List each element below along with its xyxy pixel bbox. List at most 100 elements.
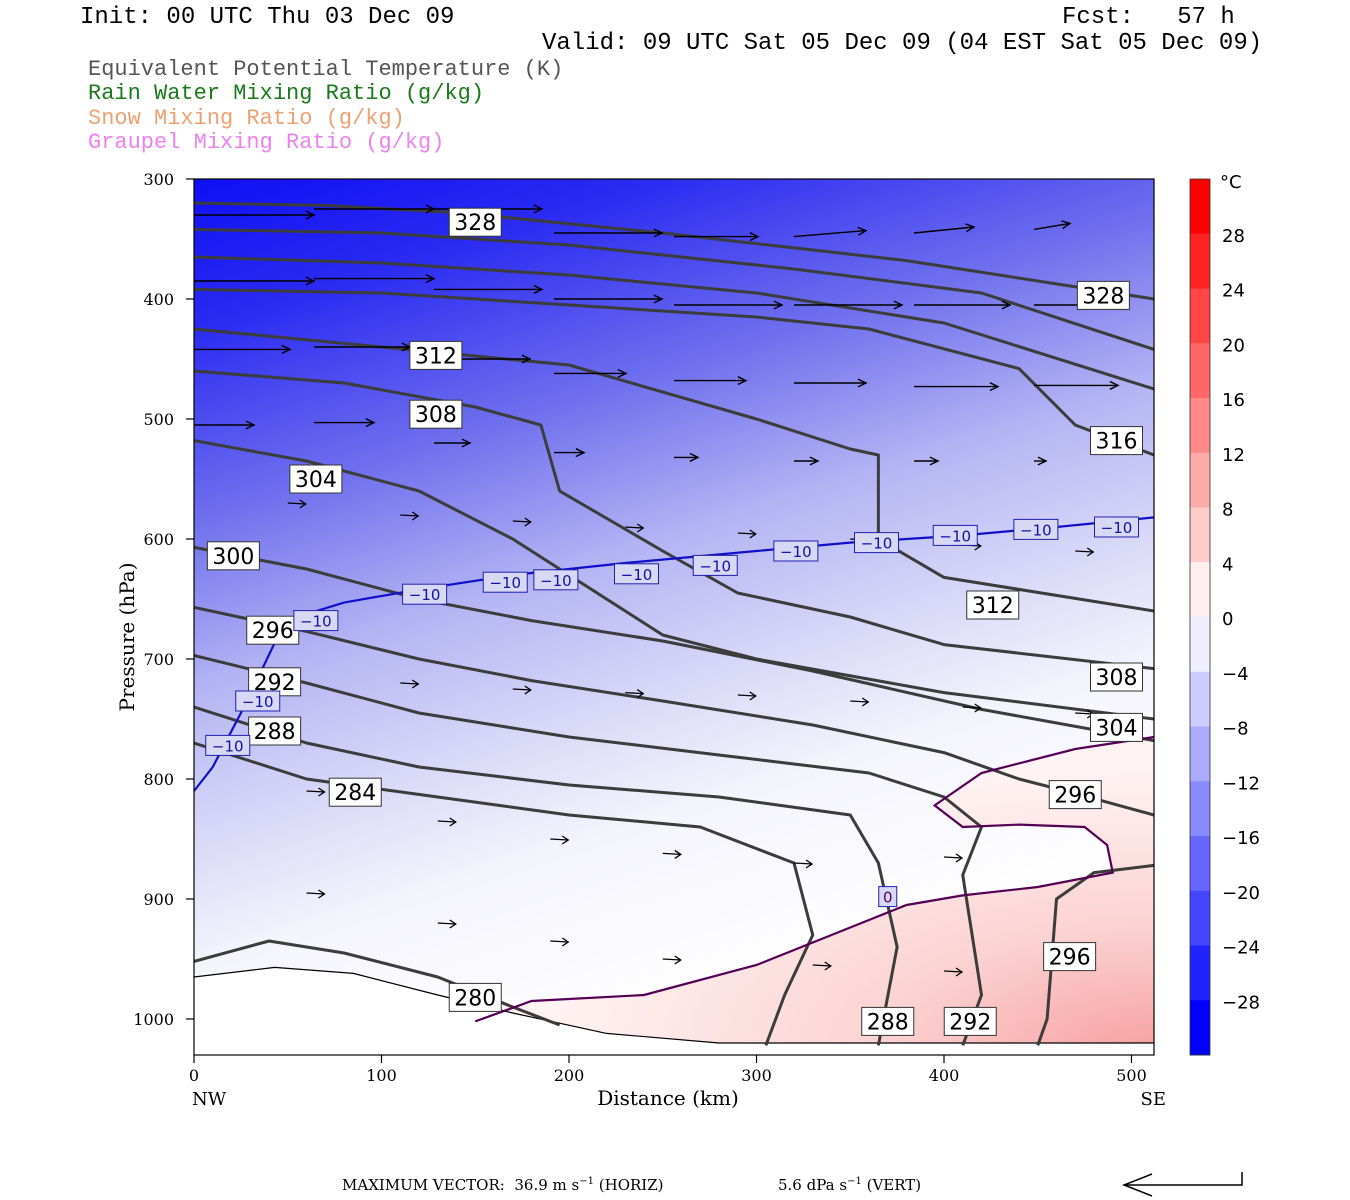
- isotherm-label: −10: [540, 572, 572, 590]
- x-tick-label: 100: [366, 1066, 397, 1085]
- contour-label-box: [409, 399, 463, 429]
- colorbar-label: 8: [1222, 500, 1233, 521]
- colorbar-segment: [1190, 1000, 1210, 1056]
- isotherm-label: −10: [780, 543, 812, 561]
- isotherm-label: 0: [883, 889, 893, 907]
- isotherm-label: −10: [300, 613, 332, 631]
- contour-label-box: [1090, 662, 1143, 692]
- isotherm-label-box: [205, 734, 251, 756]
- wind-vector: [812, 964, 831, 967]
- wind-vector-head: [411, 679, 420, 689]
- valid-time-label: Valid: 09 UTC Sat 05 Dec 09 (04 EST Sat …: [542, 30, 1263, 57]
- wind-vector-head: [561, 937, 570, 947]
- theta-e-contour: [194, 545, 1154, 743]
- wind-vector: [437, 820, 456, 823]
- wind-vector-head: [929, 456, 940, 466]
- colorbar-segment: [1190, 452, 1210, 508]
- y-axis-label: Pressure (hPa): [115, 563, 139, 712]
- wind-vector-head: [1061, 220, 1072, 230]
- isotherm-label: −10: [242, 693, 274, 711]
- field-legend-snow: Snow Mixing Ratio (g/kg): [88, 106, 405, 131]
- plot-frame: [193, 178, 1155, 1056]
- wind-vector: [512, 688, 531, 691]
- contour-label: 296: [252, 619, 294, 644]
- isotherm-0: [474, 735, 1154, 1023]
- contour-label: 284: [334, 781, 376, 806]
- wind-vector-head: [805, 859, 814, 869]
- wind-vector-head: [955, 967, 964, 977]
- theta-e-contour: [194, 287, 1154, 457]
- theta-e-contour: [194, 939, 561, 1027]
- wind-vector: [662, 958, 681, 961]
- wind-vector: [850, 700, 869, 703]
- colorbar-segment: [1190, 288, 1210, 344]
- wind-vector: [400, 514, 419, 517]
- x-tick-label: 500: [1116, 1066, 1147, 1085]
- contour-label-box: [409, 340, 463, 370]
- contour-label: 300: [212, 545, 254, 570]
- x-tick-label: 0: [189, 1066, 199, 1085]
- colorbar-label: −16: [1222, 828, 1260, 849]
- wind-vector-head: [561, 835, 570, 845]
- contour-label-box: [1043, 942, 1097, 972]
- contour-label-box: [943, 1006, 997, 1036]
- colorbar-label: −28: [1222, 992, 1260, 1013]
- colorbar-frame: [1189, 178, 1211, 1056]
- wind-vector-head: [1001, 300, 1012, 310]
- colorbar-segment: [1190, 562, 1210, 618]
- wind-vector-head: [1037, 456, 1048, 466]
- wind-vector: [943, 970, 963, 973]
- isotherm-label: −10: [939, 527, 971, 545]
- wind-vector-head: [575, 448, 586, 458]
- wind-vector: [1033, 222, 1071, 231]
- wind-vector: [512, 520, 531, 523]
- x-tick-label: 300: [741, 1066, 772, 1085]
- colorbar-segment: [1190, 945, 1210, 1001]
- y-tick-label: 400: [143, 290, 174, 309]
- wind-vector-head: [299, 499, 307, 509]
- wind-vector-head: [1109, 380, 1120, 390]
- colorbar-label: 4: [1222, 554, 1233, 575]
- isotherm-label-box: [533, 569, 579, 591]
- wind-vector-head: [989, 382, 1000, 392]
- contour-label-box: [1048, 780, 1102, 810]
- wind-vector-head: [861, 697, 870, 707]
- contour-label: 308: [1096, 666, 1138, 691]
- terrain-mask: [194, 967, 1154, 1055]
- wind-vector-head: [318, 787, 326, 797]
- wind-vector-head: [617, 368, 628, 378]
- wind-vector: [962, 706, 981, 709]
- y-tick-label: 500: [143, 410, 174, 429]
- isotherm-label: −10: [621, 566, 653, 584]
- isotherm-label-box: [692, 554, 738, 576]
- contour-label: 280: [454, 986, 496, 1011]
- y-tick-label: 600: [143, 530, 174, 549]
- wind-vector-head: [737, 376, 748, 386]
- x-tick-label: 200: [554, 1066, 585, 1085]
- contour-label-box: [448, 982, 502, 1012]
- colorbar-unit: °C: [1220, 172, 1242, 193]
- wind-vector: [306, 892, 325, 895]
- wind-vector-head: [809, 456, 820, 466]
- field-legend-theta-e: Equivalent Potential Temperature (K): [88, 57, 564, 82]
- wind-vector: [662, 852, 681, 856]
- contour-label-box: [966, 590, 1020, 620]
- reference-vector-head: [1121, 1173, 1153, 1197]
- wind-vector-head: [749, 232, 760, 242]
- isotherm-label-box: [614, 563, 659, 585]
- wind-vector: [793, 862, 813, 865]
- contour-label: 288: [254, 720, 296, 745]
- wind-vector: [625, 691, 644, 695]
- colorbar-label: 0: [1222, 609, 1233, 630]
- right-end-label: SE: [1141, 1089, 1166, 1110]
- wind-vector-head: [411, 511, 420, 521]
- wind-vector-head: [636, 689, 645, 699]
- wind-vector-head: [689, 452, 700, 462]
- contour-label-box: [1076, 280, 1130, 310]
- contour-label: 292: [949, 1010, 991, 1035]
- wind-vector-head: [521, 354, 532, 364]
- theta-e-contour: [194, 255, 1154, 391]
- contour-label-box: [328, 777, 382, 807]
- wind-vector-head: [974, 703, 982, 713]
- colorbar-segment: [1190, 617, 1210, 673]
